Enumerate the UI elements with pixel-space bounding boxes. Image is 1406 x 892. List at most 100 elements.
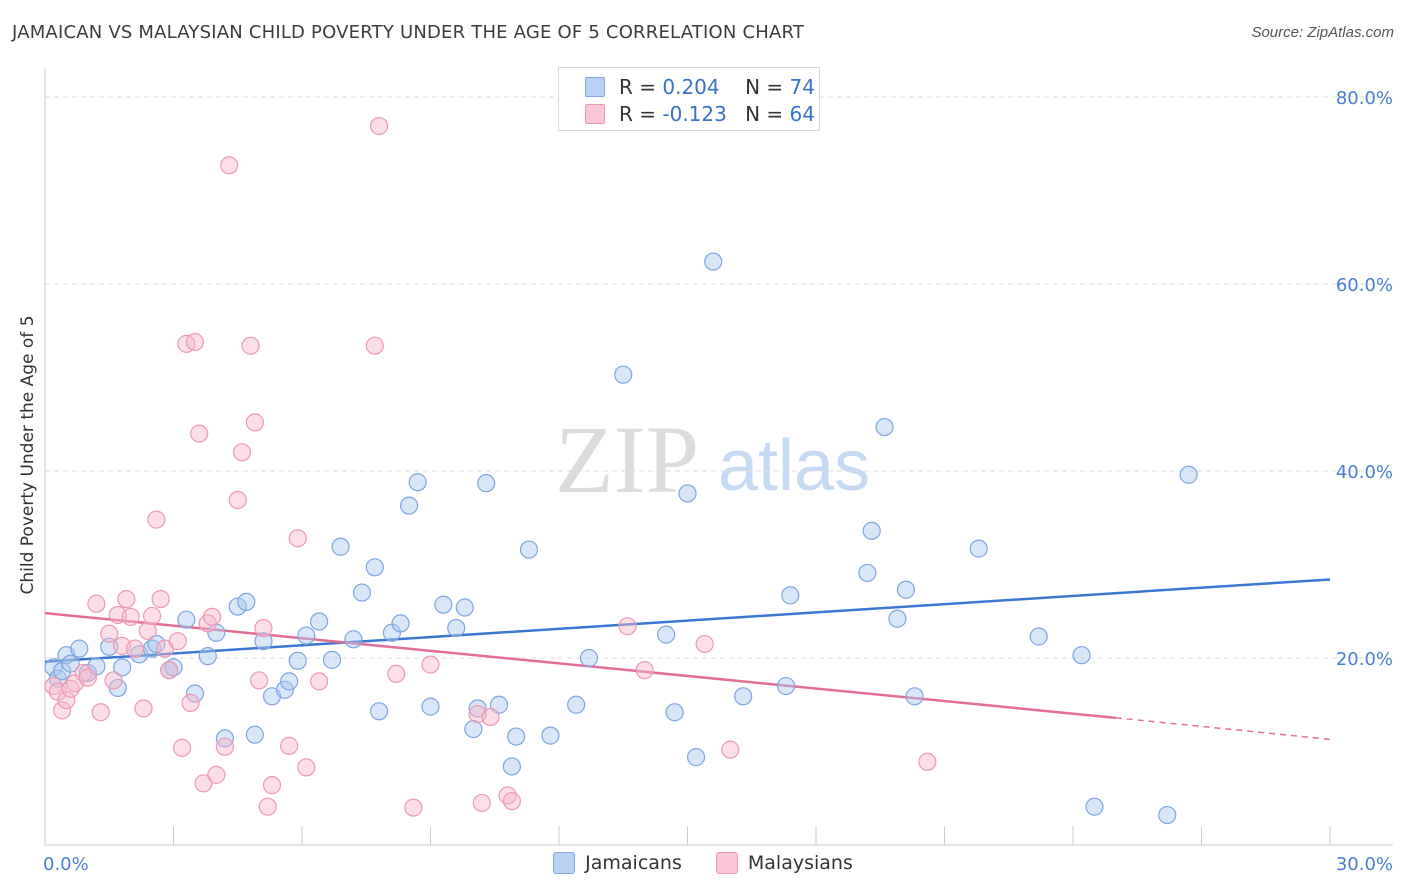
- r-value: 0.204: [662, 74, 720, 99]
- jamaican-point: [686, 748, 706, 767]
- r-key: R =: [619, 101, 657, 126]
- jamaican-point: [468, 699, 487, 718]
- jamaican-point: [391, 614, 410, 633]
- x-tick-label: 30.0%: [1336, 854, 1393, 875]
- jamaican-point: [61, 654, 80, 673]
- jamaican-point: [331, 537, 350, 556]
- malaysian-point: [254, 618, 273, 638]
- malaysian-point: [721, 740, 740, 759]
- y-tick-label: 40.0%: [1336, 462, 1393, 483]
- jamaican-point: [1085, 797, 1104, 816]
- chart-title: JAMAICAN VS MALAYSIAN CHILD POVERTY UNDE…: [12, 22, 805, 43]
- malaysian-point: [142, 606, 162, 626]
- jamaican-point: [1029, 627, 1048, 646]
- malaysian-point: [245, 413, 264, 432]
- jamaican-point: [656, 625, 676, 644]
- malaysian-point: [918, 752, 937, 771]
- jamaican-point: [665, 703, 684, 722]
- jamaican-point: [254, 632, 273, 651]
- malaysian-point: [168, 632, 187, 651]
- jamaican-point: [678, 484, 697, 503]
- jamaican-point: [519, 540, 539, 559]
- watermark-atlas: atlas: [718, 426, 870, 506]
- stats-legend-row-jamaicans: R = 0.204 N = 74: [585, 73, 815, 100]
- jamaican-point: [507, 727, 526, 746]
- malaysian-trend-line: [44, 611, 1116, 720]
- jamaican-point: [112, 658, 132, 677]
- jamaican-point: [502, 757, 521, 776]
- malaysian-point: [232, 443, 252, 462]
- series-legend: Jamaicans Malaysians: [0, 852, 1406, 874]
- jamaican-point: [352, 583, 372, 602]
- jamaican-point: [614, 365, 633, 384]
- pink-swatch-icon: [585, 103, 605, 124]
- jamaican-point: [322, 650, 342, 669]
- jamaican-point: [421, 697, 440, 716]
- malaysian-point: [250, 671, 269, 690]
- malaysian-point: [220, 156, 239, 175]
- malaysian-point: [125, 639, 145, 658]
- legend-item-jamaicans: Jamaicans: [553, 852, 682, 874]
- jamaican-point: [70, 639, 89, 658]
- malaysian-point: [635, 661, 654, 680]
- jamaican-point: [275, 680, 294, 699]
- jamaican-point: [704, 252, 723, 271]
- jamaican-point: [408, 473, 427, 492]
- malaysian-point: [618, 617, 637, 636]
- axes: [44, 68, 1393, 846]
- jamaican-point: [365, 558, 384, 577]
- jamaican-point: [447, 618, 466, 638]
- malaysian-point: [207, 765, 226, 784]
- jamaican-point: [237, 592, 256, 612]
- source-label: Source: ZipAtlas.com: [1251, 24, 1394, 41]
- jamaican-point: [1179, 465, 1198, 484]
- jamaican-point: [969, 539, 988, 558]
- jamaican-point: [100, 637, 119, 656]
- malaysian-point: [502, 791, 521, 811]
- y-tick-label: 80.0%: [1336, 88, 1393, 109]
- malaysian-point: [181, 693, 200, 712]
- jamaican-point: [858, 563, 877, 583]
- stats-legend: R = 0.204 N = 74 R = -0.123 N = 64: [558, 67, 820, 131]
- malaysian-point: [190, 424, 209, 443]
- malaysian-point: [215, 737, 234, 756]
- watermark-zip: ZIP: [555, 406, 699, 513]
- pink-swatch-icon: [715, 852, 738, 874]
- jamaican-point: [228, 597, 247, 616]
- jamaican-point: [370, 702, 389, 721]
- malaysian-point: [100, 624, 119, 643]
- malaysian-point: [202, 607, 222, 626]
- data-points: [44, 116, 1198, 825]
- malaysian-point: [134, 699, 153, 718]
- jamaican-point: [280, 672, 299, 691]
- malaysian-point: [387, 664, 406, 683]
- malaysian-point: [370, 116, 389, 136]
- malaysian-point: [262, 776, 282, 795]
- malaysian-point: [228, 490, 247, 510]
- jamaican-point: [198, 647, 217, 666]
- jamaican-point: [464, 719, 483, 739]
- malaysian-point: [57, 690, 76, 710]
- jamaican-point: [888, 609, 907, 628]
- malaysian-point: [87, 594, 106, 613]
- legend-label-malaysians: Malaysians: [747, 852, 853, 874]
- x-tick-label: 0.0%: [43, 854, 89, 875]
- jamaican-point: [734, 687, 753, 706]
- malaysian-point: [481, 707, 500, 727]
- y-tick-label: 20.0%: [1336, 649, 1393, 670]
- blue-swatch-icon: [585, 76, 605, 97]
- malaysian-point: [472, 793, 491, 813]
- jamaican-point: [288, 651, 307, 670]
- grid: [45, 96, 1393, 659]
- malaysian-point: [138, 621, 157, 640]
- y-tick-label: 60.0%: [1336, 275, 1393, 296]
- malaysian-point: [404, 798, 423, 817]
- malaysian-point: [241, 336, 260, 355]
- jamaican-point: [541, 726, 560, 745]
- malaysian-trend-extension: [1115, 717, 1331, 741]
- jamaican-point: [455, 598, 474, 617]
- legend-item-malaysians: Malaysians: [715, 852, 853, 874]
- tick-labels: 20.0% 40.0% 60.0% 80.0% 0.0% 30.0%: [43, 88, 1393, 875]
- n-key: N =: [745, 101, 784, 126]
